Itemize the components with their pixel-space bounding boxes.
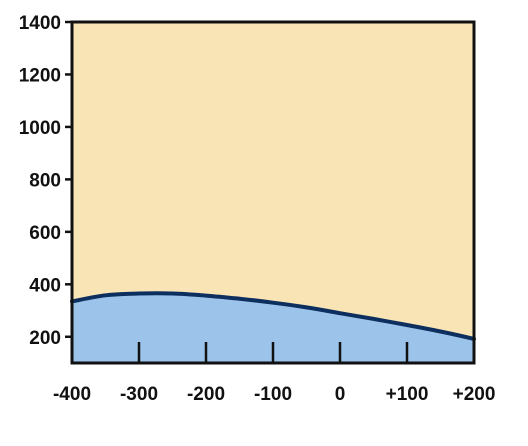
y-tick-label: 1400	[19, 13, 61, 34]
y-tick-label: 400	[29, 275, 61, 296]
area-fill	[72, 293, 474, 363]
y-tick-label: 200	[29, 328, 61, 349]
y-tick-label: 1000	[19, 118, 61, 139]
plot-frame	[70, 20, 476, 365]
x-tick-label: -100	[254, 384, 292, 405]
x-tick-label: +200	[453, 384, 496, 405]
x-axis-labels: -400 -300 -200 -100 0 +100 +200	[53, 384, 495, 405]
x-tick-label: -200	[187, 384, 225, 405]
y-tick-label: 600	[29, 223, 61, 244]
y-axis-labels: 1400 1200 1000 800 600 400 200	[19, 13, 61, 349]
x-tick-label: 0	[335, 384, 346, 405]
y-tick-label: 1200	[19, 65, 61, 86]
x-tick-label: -300	[120, 384, 158, 405]
x-axis-ticks	[137, 342, 409, 363]
x-tick-label: -400	[53, 384, 91, 405]
x-tick-label: +100	[386, 384, 429, 405]
series-line	[70, 291, 476, 341]
y-tick-label: 800	[29, 170, 61, 191]
